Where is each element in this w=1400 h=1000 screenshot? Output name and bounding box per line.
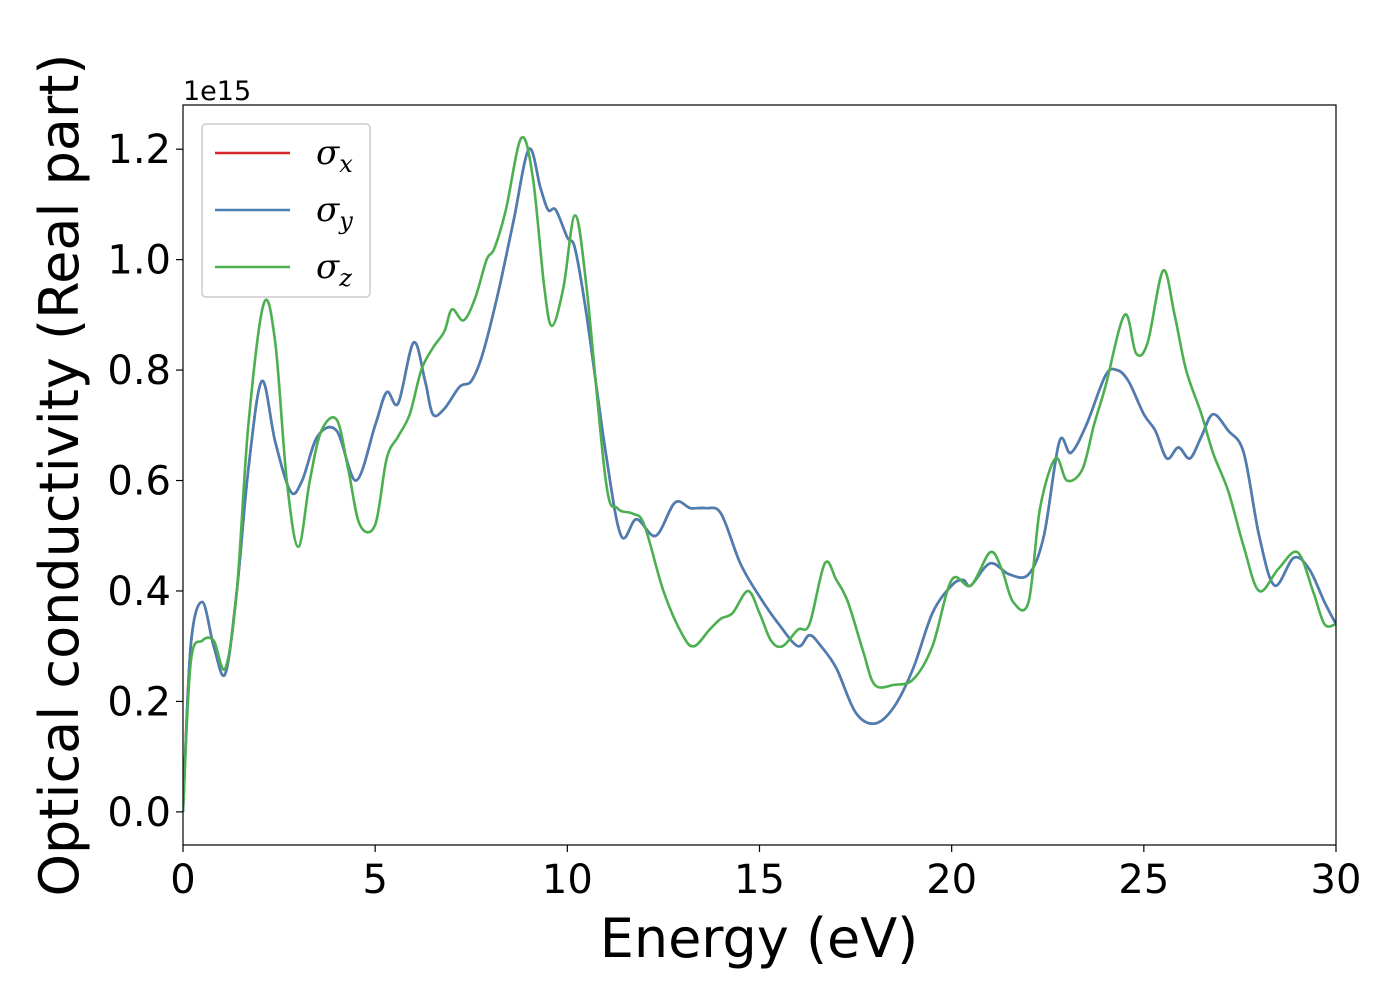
y-tick-label: 0.8: [107, 348, 171, 394]
x-axis: 0 5 10 15 20 25 30: [170, 845, 1361, 903]
y-tick-label: 0.6: [107, 459, 171, 505]
y-tick-label: 0.0: [107, 790, 171, 836]
legend: σx σy σz: [201, 123, 371, 298]
x-tick-label: 5: [362, 857, 387, 903]
x-tick-label: 0: [170, 857, 195, 903]
series-layer: [183, 135, 1336, 812]
y-axis-label: Optical conductivity (Real part): [28, 54, 91, 897]
legend-label-y: σy: [316, 190, 353, 235]
series-line-z: [183, 135, 1336, 812]
y-axis: 0.0 0.2 0.4 0.6 0.8 1.0 1.2: [107, 127, 183, 836]
x-tick-label: 30: [1311, 857, 1362, 903]
y-tick-label: 1.2: [107, 127, 171, 173]
x-tick-label: 10: [542, 857, 593, 903]
legend-label-z: σz: [316, 247, 352, 292]
legend-label-x: σx: [316, 133, 353, 178]
x-axis-label: Energy (eV): [600, 907, 919, 970]
x-tick-label: 15: [734, 857, 785, 903]
y-offset-label: 1e15: [183, 76, 251, 107]
y-tick-label: 0.2: [107, 679, 171, 725]
y-tick-label: 0.4: [107, 569, 171, 615]
x-tick-label: 20: [926, 857, 977, 903]
x-tick-label: 25: [1118, 857, 1169, 903]
y-tick-label: 1.0: [107, 238, 171, 284]
